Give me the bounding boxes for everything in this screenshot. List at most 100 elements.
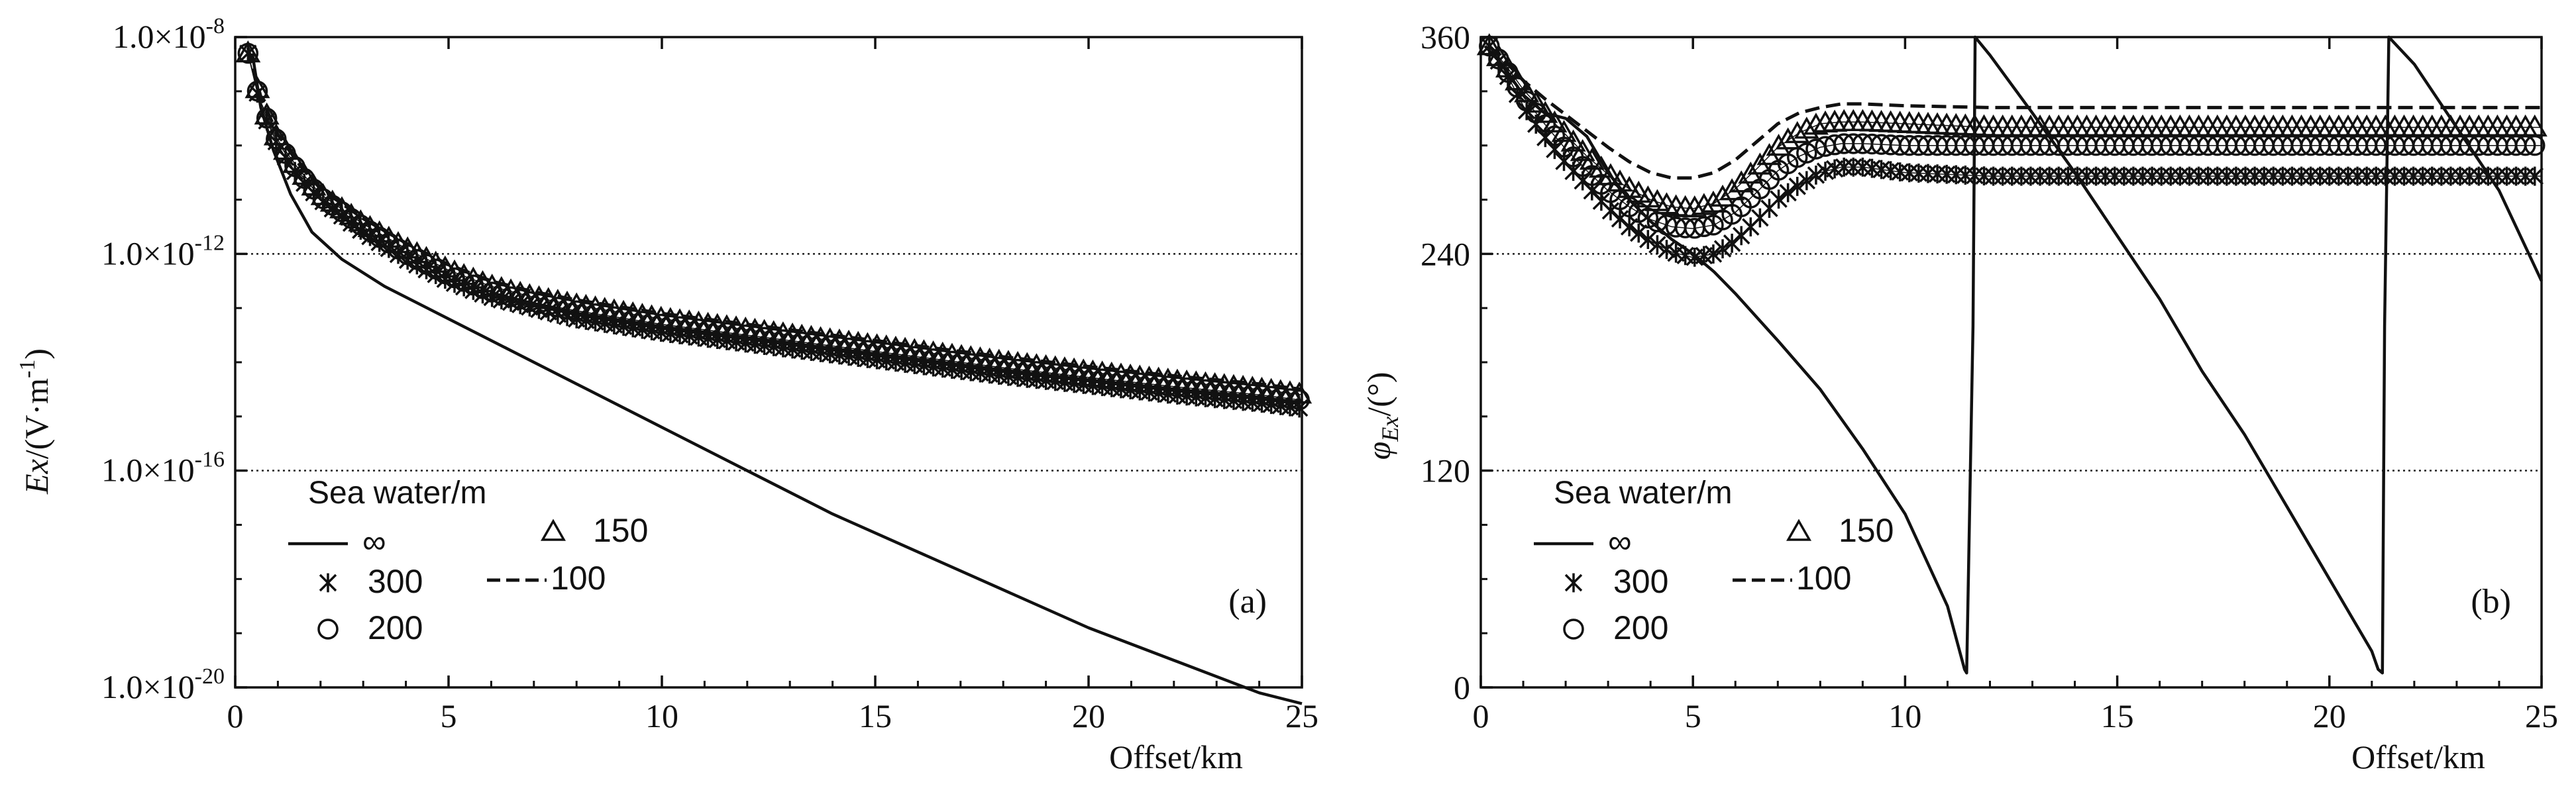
panel-b-series-150-marker	[1495, 55, 1521, 77]
panel-a-y-tick-label: 1.0×10-8	[113, 14, 225, 55]
panel-a-legend-label: 300	[368, 563, 423, 600]
panel-b-series-300-marker	[1807, 166, 1825, 185]
panel-a-label: (a)	[1228, 583, 1267, 621]
panel-a-series-150-marker	[376, 225, 402, 248]
panel-b-series-150-marker	[1485, 44, 1511, 66]
panel-b-series-300-marker	[1798, 171, 1816, 191]
panel-b-series-300-marker	[1704, 244, 1723, 264]
panel-b-y-tick-label: 240	[1421, 235, 1470, 272]
panel-b-series-150-marker	[1794, 117, 1819, 139]
panel-b-y-tick-label: 120	[1421, 452, 1470, 489]
panel-b-series-300-marker	[1779, 183, 1797, 203]
panel-a-series-150-marker	[413, 246, 439, 268]
panel-b-ylabel-sub: Ex	[1377, 417, 1403, 442]
panel-b-legend-label: 100	[1796, 560, 1851, 597]
panel-b-series-300-marker	[2526, 166, 2544, 186]
panel-b-series-150-marker	[1476, 33, 1502, 56]
panel-a-y-tick-label: 1.0×10-16	[101, 448, 225, 489]
panel-b-series-150-marker	[2522, 114, 2548, 137]
panel-b-series-150-marker	[1514, 80, 1540, 103]
panel-b-legend-swatch-triangle	[1786, 519, 1812, 541]
panel-b-legend-title: Sea water/m	[1554, 475, 1732, 511]
panel-b-legend-label: 300	[1613, 563, 1668, 600]
panel-b-ylabel-phi: φ	[1360, 442, 1397, 460]
panel-a-ylabel-italic: Ex	[18, 459, 55, 495]
panel-b-series-150-marker	[1617, 175, 1642, 198]
panel-b-series-150-marker	[1775, 127, 1801, 150]
panel-a-series-150-marker	[235, 40, 261, 63]
panel-b-series-150-marker	[1691, 193, 1717, 215]
panel-a-y-tick-label: 1.0×10-20	[101, 664, 225, 705]
panel-a-legend-label: 200	[368, 609, 423, 646]
panel-a-series-150-marker	[244, 76, 270, 99]
panel-a-legend-swatch-circle	[317, 619, 339, 640]
panel-b-series-150-marker	[1597, 163, 1623, 185]
panel-b-ylabel: φEx/(°)	[1360, 372, 1403, 460]
panel-b-series-150-marker	[1560, 129, 1586, 152]
panel-b-x-tick-label: 25	[2525, 697, 2558, 734]
panel-b-series-300-marker	[1770, 189, 1788, 209]
panel-b-legend-label: 200	[1613, 609, 1668, 646]
panel-b-series-150-marker	[1784, 121, 1810, 144]
panel-b-series-300-marker	[1723, 233, 1741, 253]
panel-a-legend-label: 100	[551, 560, 606, 597]
panel-b-series-300-marker	[1648, 235, 1666, 254]
panel-a-legend-label: ∞	[362, 523, 386, 560]
panel-b-series-150-marker	[1700, 190, 1726, 213]
panel-b-series-300-marker	[1788, 177, 1806, 196]
panel-b-series-150-marker	[1766, 133, 1792, 156]
panel-a-y-tick-label: 1.0×10-12	[101, 230, 225, 272]
panel-b-x-tick-label: 10	[1888, 697, 1921, 734]
panel-a-ylabel-sup: -1	[15, 360, 40, 378]
panel-b-x-tick-label: 5	[1685, 697, 1701, 734]
panel-b-series-100-line	[1488, 44, 2542, 180]
panel-a-xlabel: Offset/km	[1109, 738, 1243, 775]
panel-b-y-tick-label: 360	[1421, 19, 1470, 56]
panel-a-x-tick-label: 5	[441, 697, 457, 734]
panel-a-x-tick-label: 0	[227, 697, 244, 734]
panel-a-ylabel-post: )	[18, 348, 55, 360]
panel-b-series-150-marker	[1719, 178, 1745, 201]
panel-b-y-tick-label: 0	[1454, 669, 1470, 706]
panel-b-series-200-marker	[1796, 142, 1817, 164]
panel-a-series-infinity-line	[250, 53, 1303, 705]
panel-b-legend-label: ∞	[1608, 523, 1632, 560]
panel-b-series-300-marker	[1639, 230, 1657, 250]
panel-a-legend-swatch-triangle	[540, 519, 566, 541]
panel-b-series-150-marker	[1710, 184, 1736, 207]
panel-b-legend-swatch-circle	[1563, 619, 1584, 640]
panel-a-legend-label: 150	[593, 512, 648, 549]
panel-a-series-150-marker	[282, 150, 308, 174]
panel-b-series-150-marker	[1682, 195, 1707, 218]
panel-b-series-150-marker	[1523, 90, 1549, 113]
panel-b-series-300-marker	[1658, 240, 1676, 260]
panel-a-series-100-line	[246, 47, 1303, 391]
panel-b-series-150-marker	[1588, 156, 1614, 178]
panel-a-ylabel: Ex/(V·m-1)	[15, 348, 55, 495]
panel-b-series-150-marker	[1626, 180, 1652, 203]
panel-a-x-tick-label: 15	[859, 697, 892, 734]
panel-b-x-tick-label: 15	[2101, 697, 2134, 734]
panel-a-legend-title: Sea water/m	[308, 475, 486, 511]
panel-b-series-200-marker	[1693, 216, 1715, 238]
panel-a-x-tick-label: 10	[645, 697, 678, 734]
panel-b-x-tick-label: 0	[1473, 697, 1489, 734]
panel-a-series-150-marker	[263, 123, 289, 146]
panel-b-series-150-marker	[1542, 110, 1568, 133]
panel-a-series-150-marker	[272, 138, 299, 160]
panel-a-x-tick-label: 20	[1072, 697, 1105, 734]
panel-a-series-150-marker	[292, 162, 317, 185]
panel-b-series-300-marker	[1713, 239, 1732, 259]
panel-a-series-150-marker	[395, 236, 421, 259]
panel-a-series-150-marker	[357, 215, 383, 237]
panel-a: Offset/km Ex/(V·m-1) (a) 0 5 10 15 20 251.0×1…	[15, 14, 1318, 775]
panel-a-series-150-marker	[1287, 381, 1313, 404]
panel-b-series-150-marker	[1551, 120, 1577, 142]
panel-b-x-tick-label: 20	[2313, 697, 2346, 734]
panel-b-legend-swatch-star	[1564, 573, 1583, 593]
panel-b-series-300-marker	[1629, 223, 1648, 243]
panel-b-legend-label: 150	[1839, 512, 1894, 549]
panel-b-xlabel: Offset/km	[2351, 738, 2485, 775]
panel-b: Offset/km φEx/(°) (b) 0 5 10 15 20 25 0 120 240 3…	[1360, 19, 2558, 775]
